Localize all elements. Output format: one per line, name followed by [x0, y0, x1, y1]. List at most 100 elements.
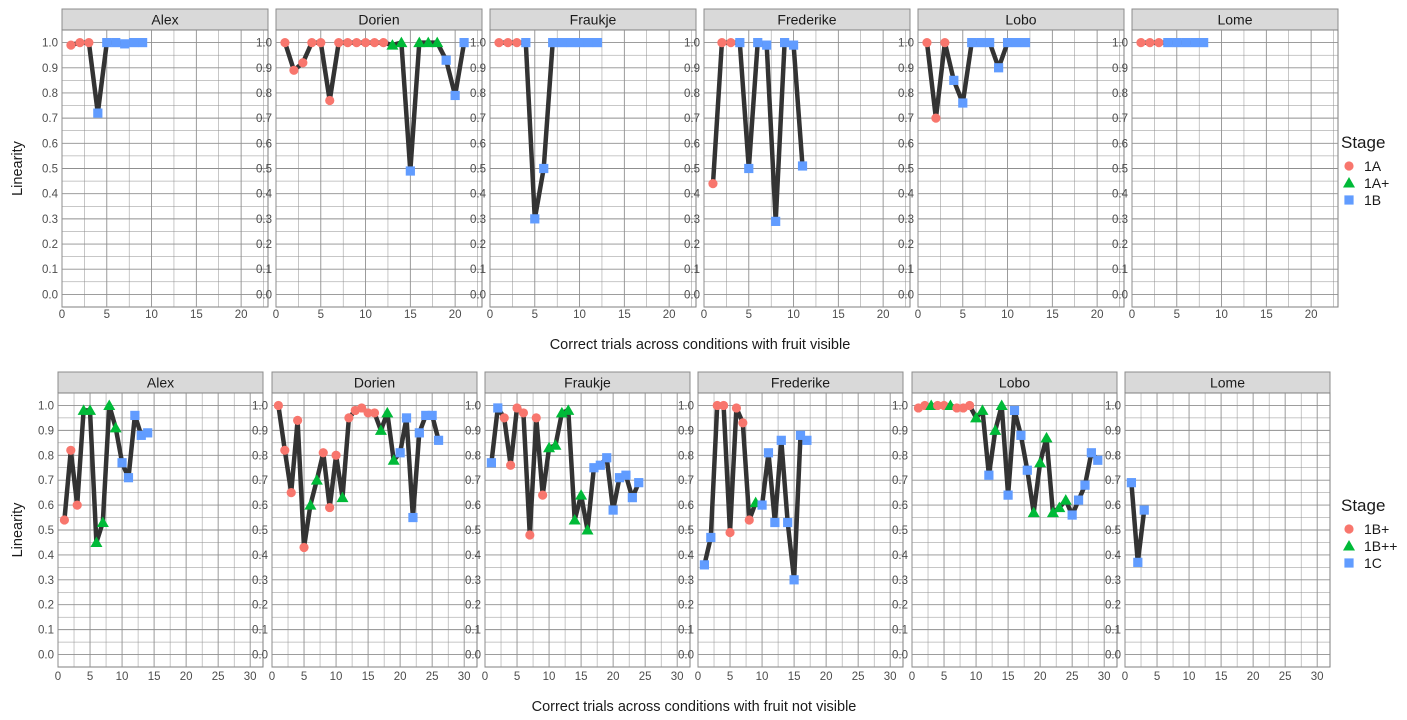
point-marker	[634, 478, 644, 488]
point-marker	[401, 413, 412, 423]
x-tick-label: 25	[212, 671, 225, 683]
y-tick-label: 0.5	[684, 164, 700, 176]
point-marker	[1344, 195, 1354, 205]
point-marker	[1016, 430, 1026, 440]
y-tick-label: 1.0	[470, 38, 486, 50]
y-tick-label: 0.8	[898, 88, 914, 100]
point-marker	[386, 39, 399, 50]
point-marker	[1163, 37, 1173, 48]
point-marker	[1040, 431, 1053, 443]
point-marker	[130, 410, 140, 421]
legend-label: 1C	[1364, 555, 1382, 571]
point-marker	[557, 37, 567, 48]
point-marker	[1034, 456, 1047, 468]
y-tick-label: 0.6	[684, 138, 700, 150]
facet-panel-frederike: Frederike 0.0 0.1 0.2 0.3 0.4 0.5 0.6 0.7 0.8 0.9 1…	[678, 371, 904, 683]
y-tick-label: 0.8	[1105, 450, 1121, 462]
x-tick-label: 0	[487, 309, 493, 321]
point-marker	[1009, 405, 1020, 416]
x-tick-label: 10	[970, 671, 983, 683]
point-marker	[289, 65, 299, 75]
y-tick-label: 0.9	[898, 63, 914, 75]
point-marker	[581, 524, 594, 535]
x-tick-label: 20	[1091, 309, 1104, 321]
x-tick-label: 30	[1098, 671, 1111, 683]
x-tick-label: 15	[1260, 309, 1273, 321]
y-tick-label: 1.0	[892, 400, 908, 412]
point-marker	[123, 473, 134, 483]
y-tick-label: 0.5	[470, 164, 486, 176]
x-tick-label: 20	[663, 309, 676, 321]
point-marker	[967, 37, 977, 48]
x-tick-label: 15	[1215, 671, 1228, 683]
y-tick-label: 0.7	[252, 475, 268, 487]
point-marker	[494, 37, 504, 48]
y-tick-label: 0.7	[38, 475, 54, 487]
facet-label: Dorien	[354, 375, 395, 391]
y-tick-label: 0.7	[256, 113, 272, 125]
point-marker	[1093, 455, 1103, 465]
point-marker	[595, 460, 605, 470]
y-tick-label: 0.0	[1112, 289, 1128, 301]
facet-label: Alex	[147, 375, 174, 391]
facet-panel-alex: Alex 0.0 0.1 0.2 0.3 0.4 0.5 0.6 0.7 0.8 0.9 1.0 0 5 1…	[38, 371, 264, 683]
y-tick-label: 1.0	[256, 38, 272, 50]
x-tick-label: 0	[701, 309, 707, 321]
point-marker	[976, 37, 986, 48]
point-marker	[757, 500, 767, 510]
point-marker	[90, 536, 103, 547]
point-marker	[344, 413, 354, 423]
y-tick-label: 0.9	[38, 425, 54, 437]
x-tick-label: 0	[1129, 309, 1135, 321]
y-tick-label: 0.2	[684, 239, 700, 251]
y-tick-label: 0.9	[470, 63, 486, 75]
y-tick-label: 0.8	[256, 88, 272, 100]
point-marker	[143, 428, 153, 438]
point-marker	[1022, 465, 1032, 475]
y-tick-label: 0.0	[465, 650, 481, 662]
x-tick-label: 15	[788, 671, 801, 683]
y-tick-label: 0.0	[42, 289, 58, 301]
point-marker	[1343, 177, 1355, 188]
y-tick-label: 1.0	[1112, 38, 1128, 50]
facet-panel-lome: Lome 0.0 0.1 0.2 0.3 0.4 0.5 0.6 0.7 0.8 0.9 1.0 0 5 1…	[1112, 8, 1339, 321]
facet-panel-frederike: Frederike 0.0 0.1 0.2 0.3 0.4 0.5 0.6 0.7 0.8 0.9 1…	[684, 8, 911, 321]
point-marker	[357, 403, 367, 413]
point-marker	[976, 404, 989, 415]
y-tick-label: 0.7	[1105, 475, 1121, 487]
point-marker	[493, 403, 503, 413]
facet-label: Dorien	[358, 12, 399, 28]
x-tick-label: 15	[148, 671, 161, 683]
y-tick-label: 0.9	[252, 425, 268, 437]
point-marker	[441, 55, 451, 65]
facet-panel-dorien: Dorien 0.0 0.1 0.2 0.3 0.4 0.5 0.6 0.7 0.8 0.9 1.0 0…	[252, 371, 478, 683]
point-marker	[1343, 540, 1355, 551]
x-tick-label: 5	[1154, 671, 1160, 683]
y-tick-label: 0.6	[892, 500, 908, 512]
x-tick-label: 10	[756, 671, 769, 683]
x-tick-label: 0	[915, 309, 921, 321]
point-marker	[1154, 37, 1164, 48]
x-tick-label: 15	[190, 309, 203, 321]
point-marker	[109, 421, 122, 433]
y-tick-label: 0.2	[678, 600, 694, 612]
facet-panel-fraukje: Fraukje 0.0 0.1 0.2 0.3 0.4 0.5 0.6 0.7 0.8 0.9 1.0…	[465, 371, 691, 683]
y-tick-label: 0.6	[38, 500, 54, 512]
point-marker	[273, 400, 284, 411]
facet-label: Frederike	[771, 375, 830, 391]
facet-label: Frederike	[777, 12, 836, 28]
point-marker	[316, 37, 326, 48]
point-marker	[310, 474, 323, 485]
point-marker	[802, 435, 812, 445]
facet-label: Lobo	[999, 375, 1030, 391]
y-tick-label: 0.5	[42, 164, 58, 176]
x-tick-label: 30	[884, 671, 897, 683]
point-marker	[1011, 37, 1022, 48]
point-marker	[602, 453, 612, 463]
point-marker	[408, 512, 418, 523]
x-tick-label: 5	[301, 671, 307, 683]
facet-panel-fraukje: Fraukje 0.0 0.1 0.2 0.3 0.4 0.5 0.6 0.7 0.8 0.9 1.0…	[470, 8, 697, 321]
y-tick-label: 0.1	[256, 264, 272, 276]
x-tick-label: 10	[543, 671, 556, 683]
x-tick-label: 20	[1247, 671, 1260, 683]
